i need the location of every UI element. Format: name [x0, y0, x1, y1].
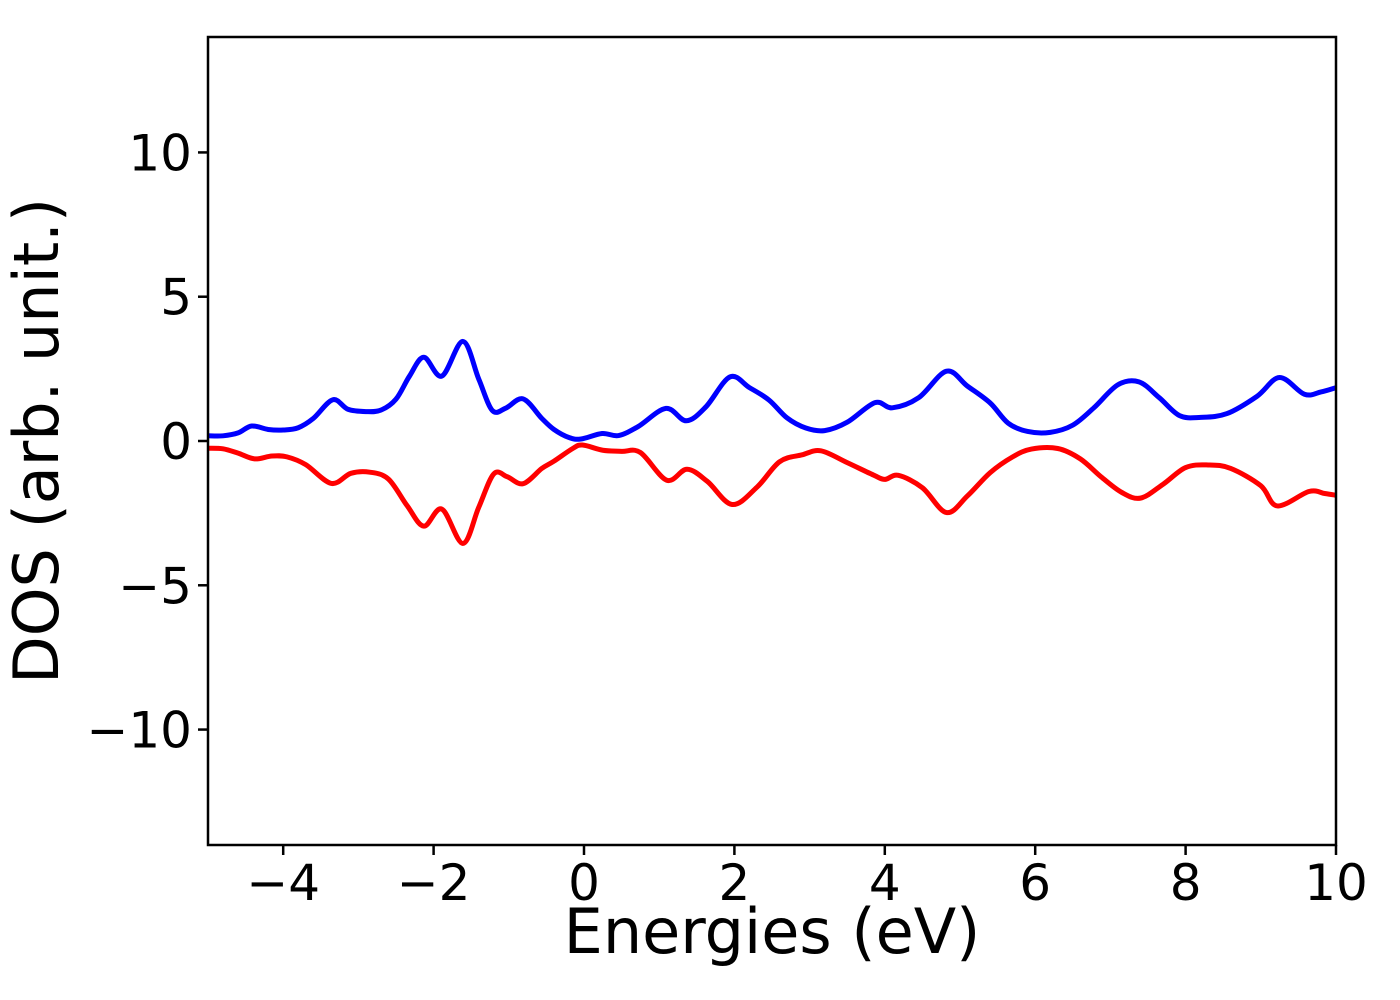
x-tick-label: 8	[1170, 854, 1202, 912]
y-axis-label: DOS (arb. unit.)	[0, 198, 73, 684]
x-tick-label: 6	[1019, 854, 1051, 912]
x-tick-label: 4	[869, 854, 901, 912]
curves-layer	[208, 338, 1336, 546]
x-tick-label: 2	[718, 854, 750, 912]
axes-frame	[206, 35, 1338, 847]
x-axis-label: Energies (eV)	[564, 895, 981, 968]
ticks-layer: −4 −2 0 2 4 6 8 10 −10 −5 0 5 10	[86, 124, 1367, 912]
x-tick-label: −2	[397, 854, 471, 912]
x-tick-label: −4	[246, 854, 320, 912]
x-tick-label: 10	[1304, 854, 1368, 912]
y-tick-label: −5	[118, 557, 192, 615]
y-tick-label: 5	[160, 269, 192, 327]
y-tick-label: 10	[128, 124, 192, 182]
x-tick-label: 0	[568, 854, 600, 912]
y-tick-label: −10	[86, 702, 192, 760]
red-curve	[208, 442, 1336, 546]
blue-curve	[208, 338, 1336, 442]
y-tick-label: 0	[160, 413, 192, 471]
